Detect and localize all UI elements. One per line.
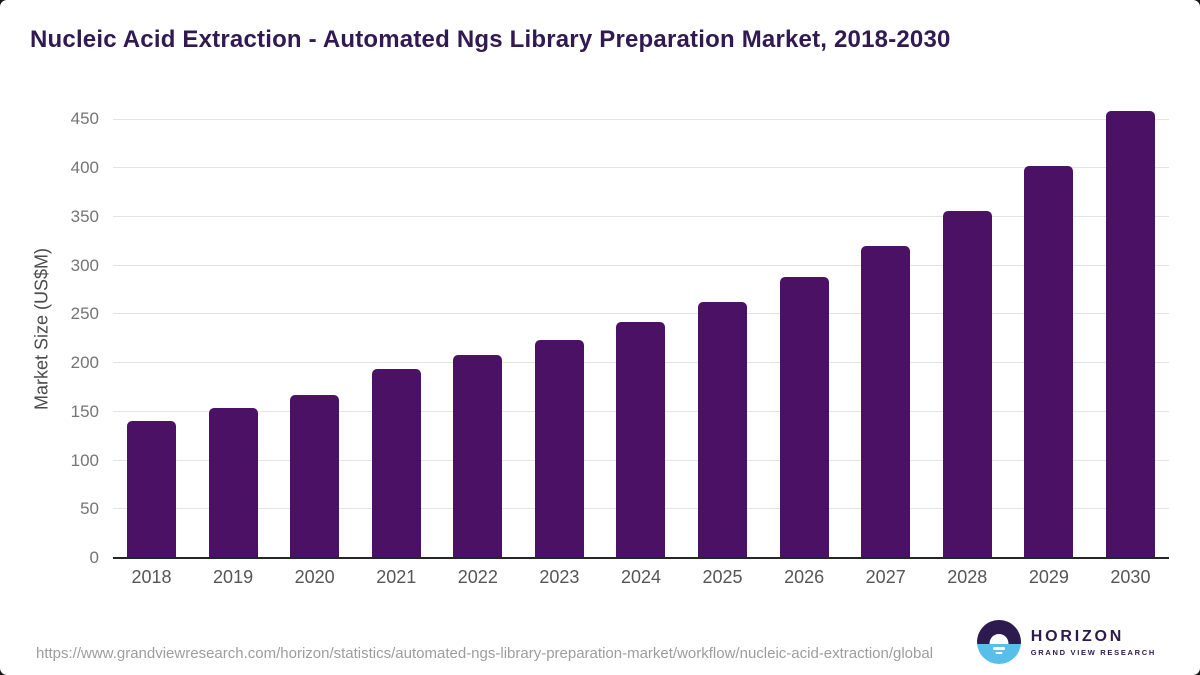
- x-tick-label: 2024: [620, 567, 661, 587]
- bar-2027[interactable]: [861, 246, 911, 558]
- y-tick-label: 150: [70, 401, 99, 421]
- x-tick-label: 2028: [947, 567, 988, 587]
- x-tick-label: 2021: [376, 567, 417, 587]
- gridline: [113, 167, 1169, 169]
- bar-2022[interactable]: [453, 355, 503, 558]
- bar-2028[interactable]: [942, 211, 992, 558]
- source-url: https://www.grandviewresearch.com/horizo…: [36, 645, 934, 662]
- gridline: [113, 264, 1169, 266]
- sun-reflection-dash: [995, 652, 1003, 655]
- x-tick-label: 2026: [784, 567, 825, 587]
- bar-2030[interactable]: [1105, 110, 1155, 558]
- bar-2024[interactable]: [616, 322, 666, 558]
- horizon-sun-icon: [976, 620, 1021, 664]
- y-tick-label: 200: [70, 353, 99, 373]
- logo-text: HORIZON GRAND VIEW RESEARCH: [1031, 628, 1156, 657]
- x-tick-label: 2018: [131, 567, 172, 587]
- x-tick-label: 2023: [539, 567, 580, 587]
- bars-layer: [113, 100, 1169, 558]
- y-tick-label: 0: [89, 548, 99, 567]
- y-tick-label: 400: [70, 158, 99, 178]
- gridline: [113, 118, 1169, 120]
- gridline: [113, 313, 1169, 315]
- bar-2018[interactable]: [127, 420, 176, 558]
- x-tick-label: 2019: [213, 567, 254, 587]
- y-tick-label: 100: [70, 450, 99, 470]
- page-title: Nucleic Acid Extraction - Automated Ngs …: [30, 26, 951, 53]
- bar-2025[interactable]: [698, 301, 748, 558]
- x-axis-line: [113, 557, 1169, 559]
- y-tick-label: 50: [80, 499, 99, 519]
- x-tick-label: 2027: [865, 567, 906, 587]
- bar-2021[interactable]: [371, 368, 421, 558]
- bar-2026[interactable]: [779, 277, 829, 558]
- y-tick-label: 250: [70, 304, 99, 324]
- bar-2019[interactable]: [208, 407, 258, 558]
- y-tick-label: 450: [70, 109, 99, 129]
- x-tick-label: 2022: [457, 567, 498, 587]
- logo-name: HORIZON: [1030, 627, 1125, 645]
- sun-dome-shape: [989, 634, 1009, 645]
- bar-2023[interactable]: [534, 339, 584, 558]
- x-tick-label: 2025: [702, 567, 743, 587]
- logo-tagline: GRAND VIEW RESEARCH: [1030, 647, 1156, 657]
- x-tick-label: 2020: [294, 567, 335, 587]
- bar-2020[interactable]: [290, 395, 340, 558]
- y-tick-label: 300: [70, 255, 99, 275]
- x-tick-label: 2029: [1028, 567, 1069, 587]
- y-tick-label: 350: [70, 206, 99, 226]
- gridline: [113, 215, 1169, 217]
- x-tick-label: 2030: [1110, 567, 1151, 587]
- chart-plot-area: 0 50 100 150 200 250 300 350 400 450: [71, 100, 1169, 567]
- bar-2029[interactable]: [1024, 166, 1074, 558]
- x-axis-labels: 2018 2019 2020 2021 2022 2023 2024 2025 2026 2027…: [113, 567, 1169, 588]
- sun-reflection-dash: [992, 647, 1005, 650]
- horizon-logo: HORIZON GRAND VIEW RESEARCH: [976, 620, 1156, 664]
